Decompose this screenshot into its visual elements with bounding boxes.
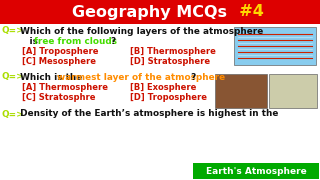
Text: Geography MCQs: Geography MCQs (73, 4, 228, 19)
Text: free from clouds: free from clouds (34, 37, 117, 46)
FancyBboxPatch shape (193, 163, 319, 179)
Text: is: is (17, 37, 41, 46)
Text: Which is the: Which is the (17, 73, 85, 82)
Text: [A] Troposphere: [A] Troposphere (22, 48, 99, 57)
Text: Earth's Atmosphere: Earth's Atmosphere (206, 166, 306, 176)
Text: warmest layer of the atmosphere: warmest layer of the atmosphere (57, 73, 225, 82)
Text: [D] Troposphere: [D] Troposphere (130, 93, 207, 102)
FancyBboxPatch shape (0, 0, 320, 24)
Text: Which of the following layers of the atmosphere: Which of the following layers of the atm… (17, 26, 263, 35)
FancyBboxPatch shape (234, 27, 316, 65)
Text: Q=>: Q=> (2, 109, 25, 118)
Text: #4: #4 (228, 4, 264, 19)
Text: [B] Thermosphere: [B] Thermosphere (130, 48, 216, 57)
Text: ?: ? (110, 37, 115, 46)
Text: Q=>: Q=> (2, 73, 25, 82)
Text: ?: ? (188, 73, 196, 82)
Text: Q=>: Q=> (2, 26, 25, 35)
FancyBboxPatch shape (215, 74, 267, 108)
Text: [B] Exosphere: [B] Exosphere (130, 84, 196, 93)
Text: [C] Stratosphre: [C] Stratosphre (22, 93, 95, 102)
Text: [D] Stratosphere: [D] Stratosphere (130, 57, 210, 66)
Text: [A] Thermosphere: [A] Thermosphere (22, 84, 108, 93)
Text: [C] Mesosphere: [C] Mesosphere (22, 57, 96, 66)
FancyBboxPatch shape (269, 74, 317, 108)
Text: Density of the Earth’s atmosphere is highest in the: Density of the Earth’s atmosphere is hig… (17, 109, 278, 118)
